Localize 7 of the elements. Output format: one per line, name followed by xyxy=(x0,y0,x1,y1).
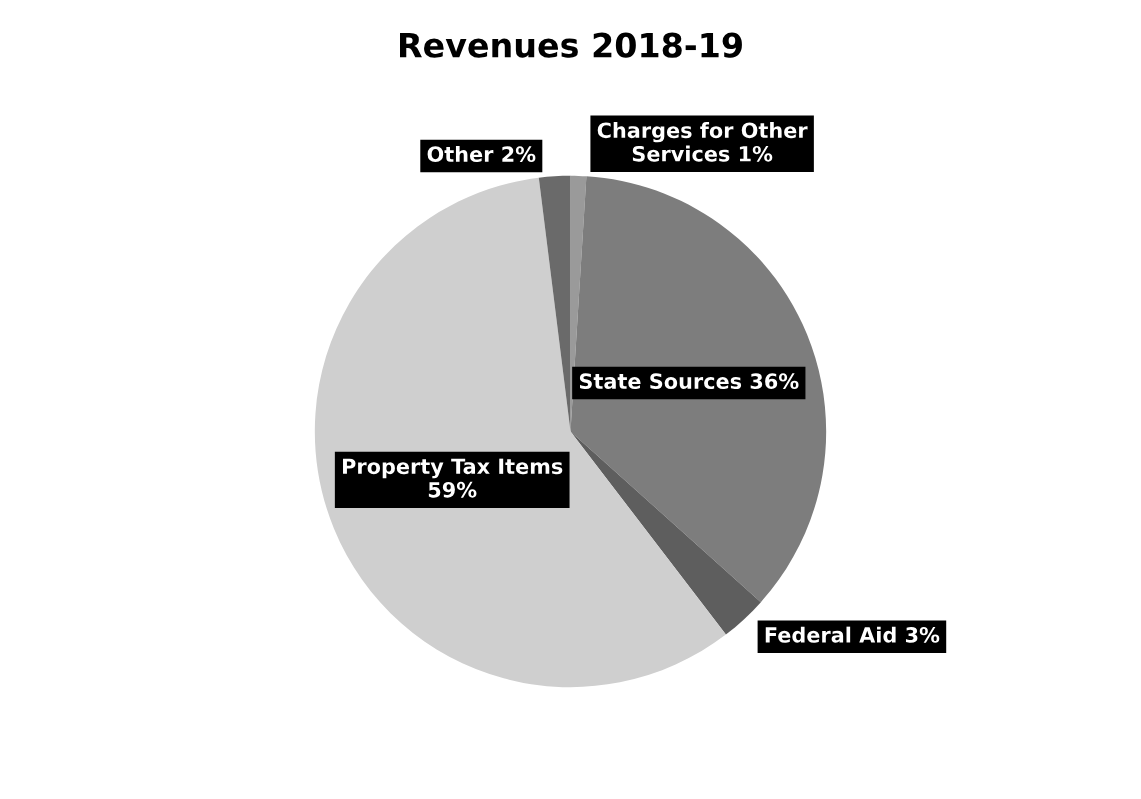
slice-label: State Sources 36% xyxy=(579,373,799,390)
slice-label: Federal Aid 3% xyxy=(765,626,940,643)
slice-label: Other 2% xyxy=(427,145,536,163)
data-label: 59% xyxy=(428,481,477,498)
slice-label: Charges for Other Services 1% xyxy=(597,122,808,162)
chart-title: Revenues 2018-19 xyxy=(400,32,742,58)
slice-label: Property Tax Items xyxy=(343,458,563,479)
